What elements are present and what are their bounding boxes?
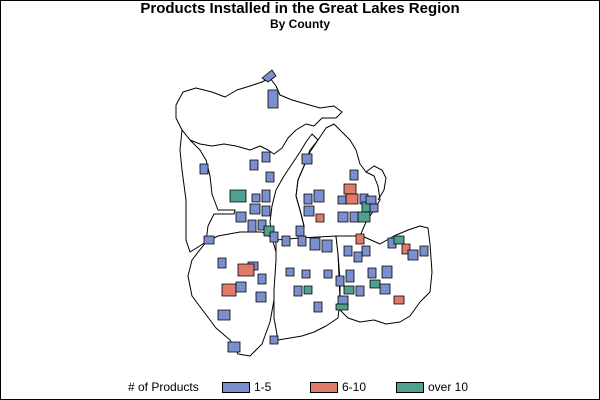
county-marker [355, 233, 365, 245]
county-marker [323, 269, 333, 279]
county-marker [369, 279, 381, 289]
county-marker [337, 195, 347, 205]
legend-swatch [310, 381, 338, 393]
map-subtitle: By County [270, 17, 330, 31]
county-marker [309, 237, 321, 251]
legend-swatch [222, 381, 250, 393]
county-marker [267, 89, 279, 109]
county-marker [261, 189, 271, 203]
michigan-thumb [365, 165, 387, 201]
legend-item-over-10: over 10 [396, 380, 468, 394]
county-marker [227, 341, 241, 353]
county-marker [297, 235, 307, 247]
map-title: Products Installed in the Great Lakes Re… [140, 0, 460, 17]
county-marker [343, 183, 357, 195]
county-marker [335, 303, 349, 311]
county-marker [217, 257, 227, 269]
county-marker [313, 301, 323, 313]
county-marker [303, 193, 313, 205]
county-marker [407, 249, 419, 261]
county-marker [303, 205, 315, 217]
county-marker [237, 263, 255, 277]
county-marker [269, 335, 279, 345]
county-marker [355, 285, 365, 297]
lake-michigan-shore [269, 133, 319, 239]
county-marker [249, 203, 261, 215]
legend-label: over 10 [428, 380, 469, 394]
county-marker [199, 163, 209, 175]
county-marker [343, 285, 355, 295]
county-marker [379, 283, 391, 295]
county-marker [295, 225, 305, 237]
county-marker [367, 267, 377, 279]
county-marker [301, 269, 311, 279]
county-marker [369, 203, 379, 213]
county-marker [353, 251, 363, 263]
county-marker [313, 189, 325, 203]
county-marker [247, 219, 257, 233]
county-marker [269, 231, 279, 243]
county-marker [315, 213, 325, 223]
county-marker [251, 193, 261, 203]
county-marker [303, 285, 313, 295]
county-marker [229, 189, 247, 203]
legend-item-1-5: 1-5 [222, 380, 271, 394]
county-marker [365, 195, 377, 205]
county-marker [349, 169, 359, 181]
michigan-upper-peninsula [175, 77, 343, 155]
county-marker [301, 153, 313, 165]
county-marker [261, 69, 277, 83]
county-marker [221, 283, 237, 297]
county-marker [249, 159, 259, 171]
county-marker [281, 235, 291, 247]
county-marker [419, 245, 429, 257]
wisconsin-segment [179, 129, 236, 253]
county-marker [265, 171, 275, 183]
county-marker [257, 273, 267, 285]
legend-title: # of Products [128, 380, 199, 394]
legend-swatch [396, 381, 424, 393]
county-marker [255, 291, 267, 303]
county-marker [337, 211, 349, 223]
county-marker [345, 193, 359, 205]
county-marker [235, 211, 247, 223]
county-marker [261, 151, 271, 163]
county-marker [203, 235, 215, 245]
county-marker [393, 235, 405, 245]
county-marker [217, 309, 231, 321]
county-marker [345, 269, 355, 283]
legend-label: 1-5 [254, 380, 272, 394]
legend-label: 6-10 [342, 380, 367, 394]
county-marker [343, 245, 353, 257]
county-marker [293, 285, 303, 297]
legend-item-6-10: 6-10 [310, 380, 366, 394]
county-marker [261, 205, 271, 217]
county-marker [357, 211, 371, 223]
county-marker [393, 295, 405, 305]
county-marker [361, 245, 371, 257]
county-marker [381, 265, 393, 279]
county-marker [235, 281, 247, 293]
great-lakes-map [175, 69, 433, 357]
county-marker [285, 267, 295, 277]
map-legend: # of Products 1-5 6-10 over 10 [0, 380, 600, 398]
county-marker [335, 275, 345, 287]
county-marker [321, 239, 333, 253]
